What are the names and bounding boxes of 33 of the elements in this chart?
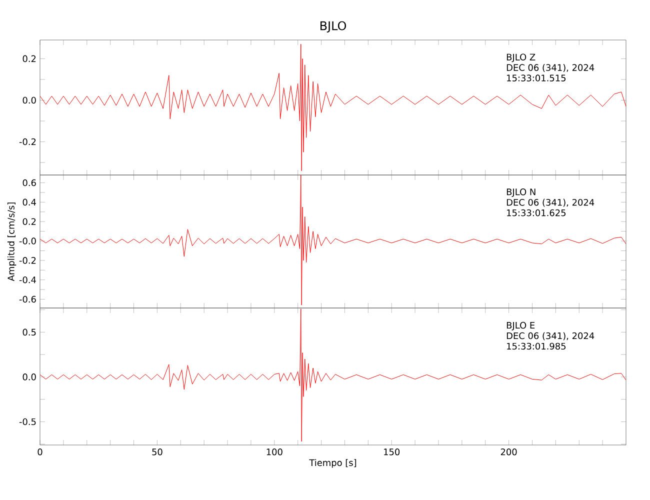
- chart-title: BJLO: [320, 21, 346, 32]
- y-tick-label: 0.2: [22, 218, 36, 225]
- line-series: [40, 308, 626, 442]
- x-tick-label: 50: [152, 448, 162, 456]
- y-tick-label: 0.6: [22, 179, 36, 186]
- annotation: DEC 06 (341), 2024: [506, 64, 594, 72]
- annotation: 15:33:01.515: [507, 74, 566, 82]
- y-tick-label: 0.4: [22, 198, 36, 206]
- y-tick-label: -0.2: [19, 138, 36, 146]
- x-tick-label: 150: [384, 448, 400, 456]
- annotation: DEC 06 (341), 2024: [506, 198, 594, 207]
- annotation: BJLO E: [506, 322, 535, 330]
- y-tick-label: 0.0: [22, 96, 36, 104]
- x-axis-title: Tiempo [s]: [309, 459, 356, 468]
- y-tick-label: 0.5: [22, 328, 36, 336]
- y-tick-label: 0.2: [22, 55, 36, 62]
- x-tick-label: 100: [266, 448, 282, 456]
- x-tick-label: 0: [38, 448, 42, 456]
- y-tick-label: -0.2: [19, 257, 36, 264]
- annotation: BJLO Z: [506, 54, 536, 62]
- x-tick-label: 200: [500, 448, 517, 456]
- y-tick-label: -0.0: [19, 238, 36, 244]
- y-tick-label: 0.0: [22, 374, 36, 380]
- annotation: 15:33:01.625: [507, 209, 566, 216]
- y-tick-label: -0.5: [19, 418, 36, 426]
- y-tick-label: -0.6: [19, 296, 36, 303]
- y-tick-label: -0.4: [19, 276, 36, 284]
- y-axis-title: Amplitud [cm/s/s]: [7, 202, 16, 282]
- line-series: [40, 44, 626, 172]
- line-series: [40, 175, 626, 306]
- annotation: 15:33:01.985: [507, 342, 566, 350]
- annotation: BJLO N: [506, 188, 536, 197]
- annotation: DEC 06 (341), 2024: [506, 332, 594, 340]
